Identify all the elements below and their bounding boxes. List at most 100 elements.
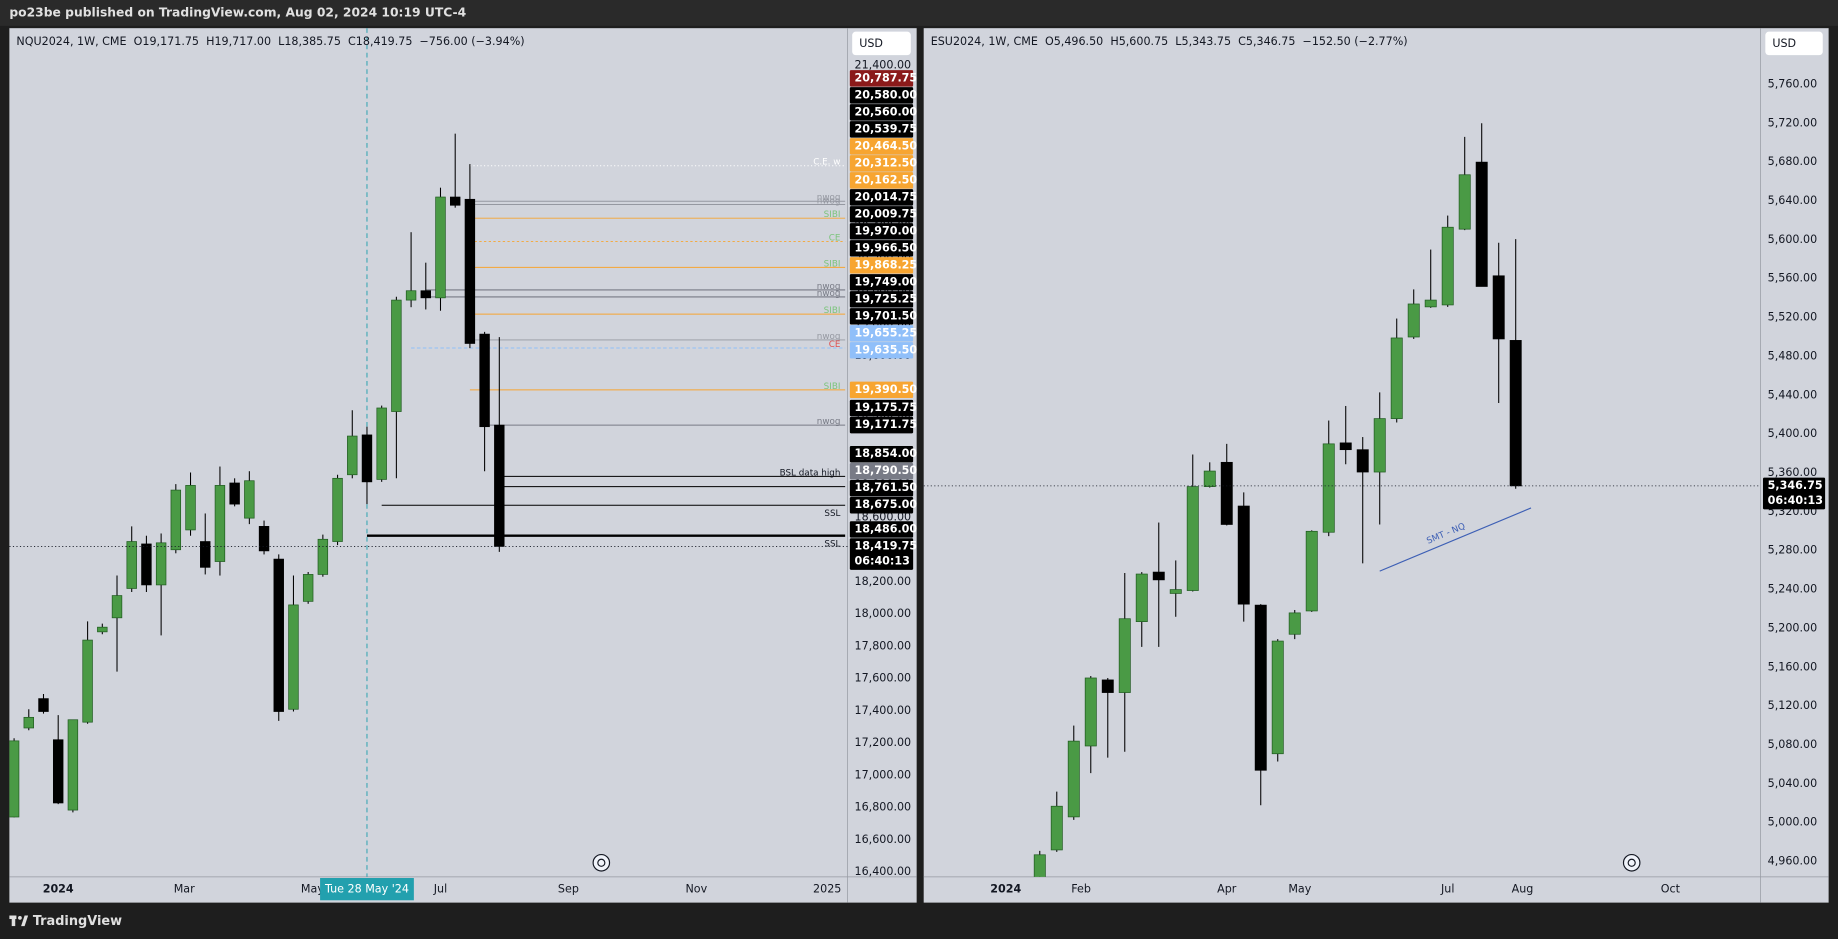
- candle-body: [126, 541, 137, 589]
- x-tick-label: Mar: [174, 883, 195, 896]
- price-label: 19,175.75: [855, 401, 918, 414]
- candle-body: [1186, 486, 1199, 591]
- y-tick-label: 5,680.00: [1768, 155, 1818, 168]
- candle-body: [1305, 530, 1318, 612]
- bar-countdown: 06:40:13: [855, 555, 910, 568]
- price-label: 19,966.50: [855, 241, 918, 254]
- level-label: SIBI: [824, 259, 841, 269]
- candle-body: [1135, 573, 1148, 622]
- price-label: 19,635.50: [855, 343, 918, 356]
- candle-body: [1475, 161, 1488, 287]
- candle-body: [1509, 340, 1522, 487]
- candle-body: [111, 595, 123, 619]
- y-tick-label: 5,360.00: [1768, 466, 1818, 479]
- x-tick-label: Nov: [685, 883, 707, 896]
- y-tick-label: 18,600.00: [855, 510, 912, 523]
- bottom-bar: [0, 903, 1838, 939]
- candle-body: [1203, 470, 1216, 487]
- y-tick-label: 17,200.00: [855, 736, 912, 749]
- y-tick-label: 5,640.00: [1768, 194, 1818, 207]
- crosshair-time-label: Tue 28 May '24: [324, 883, 409, 896]
- price-label: 19,655.25: [855, 326, 918, 339]
- price-label: 20,014.75: [855, 190, 918, 203]
- price-label-box: [849, 463, 914, 480]
- price-label-box: [849, 172, 914, 189]
- price-label: 19,749.00: [855, 275, 918, 288]
- y-tick-label: 4,960.00: [1768, 855, 1818, 868]
- candle-body: [376, 407, 387, 480]
- y-tick-label: 18,200.00: [855, 575, 912, 588]
- level-label: nwog: [817, 289, 841, 299]
- candle-body: [391, 299, 402, 412]
- x-tick-label: Oct: [1661, 883, 1681, 896]
- candle-body: [435, 196, 446, 299]
- price-label: 19,701.50: [855, 309, 918, 322]
- currency-label[interactable]: USD: [1772, 37, 1796, 50]
- candle-body: [1220, 461, 1233, 525]
- currency-label[interactable]: USD: [859, 37, 883, 50]
- candle-body: [494, 424, 505, 547]
- plot-area: C.E. wnwognwogSIBICESIBInwognwogSIBInwog…: [9, 28, 848, 877]
- replay-icon[interactable]: [1622, 853, 1641, 872]
- price-label-box: [849, 206, 914, 223]
- candle-body: [420, 290, 431, 299]
- price-label-box: [849, 87, 914, 104]
- trend-line: [1379, 507, 1532, 572]
- y-tick-label: 5,520.00: [1768, 311, 1818, 324]
- candle-body: [464, 198, 476, 344]
- candle-body: [97, 626, 108, 633]
- level-label: BSL data high: [780, 468, 841, 478]
- price-label: 20,580.00: [855, 88, 918, 101]
- price-label: 20,009.75: [855, 207, 918, 220]
- currency-button[interactable]: [1765, 31, 1823, 56]
- price-label-box: [849, 257, 914, 274]
- level-label: SSL: [824, 539, 840, 549]
- y-tick-label: 5,400.00: [1768, 427, 1818, 440]
- price-label: 18,419.75: [855, 539, 918, 552]
- x-tick-label: Sep: [558, 883, 579, 896]
- price-label: 18,486.00: [855, 522, 918, 535]
- level-label: nwog: [817, 282, 841, 292]
- price-label: 18,790.50: [855, 464, 918, 477]
- level-label: CE: [829, 340, 841, 350]
- candle-body: [1118, 618, 1131, 693]
- candle-body: [405, 290, 417, 301]
- price-label: 20,787.75: [855, 71, 918, 84]
- y-tick-label: 16,800.00: [855, 801, 912, 814]
- price-label-box: [849, 189, 914, 206]
- y-tick-label: 5,120.00: [1768, 699, 1818, 712]
- price-label-box: [849, 70, 914, 87]
- price-label: 19,171.75: [855, 418, 918, 431]
- candle-body: [141, 543, 152, 586]
- chart: SMT - NQ 4,960.00 5,000.00 5,040.00 5,080.00…: [923, 28, 1829, 903]
- candle-body: [1237, 505, 1250, 605]
- price-label-box: [849, 274, 914, 291]
- candle-body: [273, 558, 284, 712]
- chart-legend: ESU2024, 1W, CME O5,496.50 H5,600.75 L5,…: [931, 35, 1408, 48]
- price-label-box: [849, 121, 914, 138]
- price-label: 20,539.75: [855, 122, 918, 135]
- plot-area: SMT - NQ: [923, 123, 1761, 877]
- price-label-box: [849, 155, 914, 172]
- candle-body: [317, 538, 329, 575]
- x-tick-label: 2024: [990, 883, 1021, 896]
- price-label: 19,390.50: [855, 383, 918, 396]
- currency-button[interactable]: [852, 31, 911, 56]
- level-label: SIBI: [824, 210, 841, 220]
- crosshair-time-box: [320, 878, 414, 901]
- y-tick-label: 5,280.00: [1768, 544, 1818, 557]
- replay-icon[interactable]: [592, 853, 611, 872]
- candle-body: [288, 604, 299, 710]
- price-label-box: [1762, 477, 1826, 510]
- level-label: SIBI: [824, 306, 841, 316]
- candle-body: [185, 485, 196, 531]
- level-label: nwog: [817, 417, 841, 427]
- price-label: 20,464.50: [855, 139, 918, 152]
- price-label: 20,560.00: [855, 105, 918, 118]
- candle-body: [200, 541, 211, 568]
- y-tick-label: 16,600.00: [855, 833, 912, 846]
- candle-body: [1050, 805, 1063, 851]
- y-tick-label: 5,240.00: [1768, 583, 1818, 596]
- price-label: 18,854.00: [855, 447, 918, 460]
